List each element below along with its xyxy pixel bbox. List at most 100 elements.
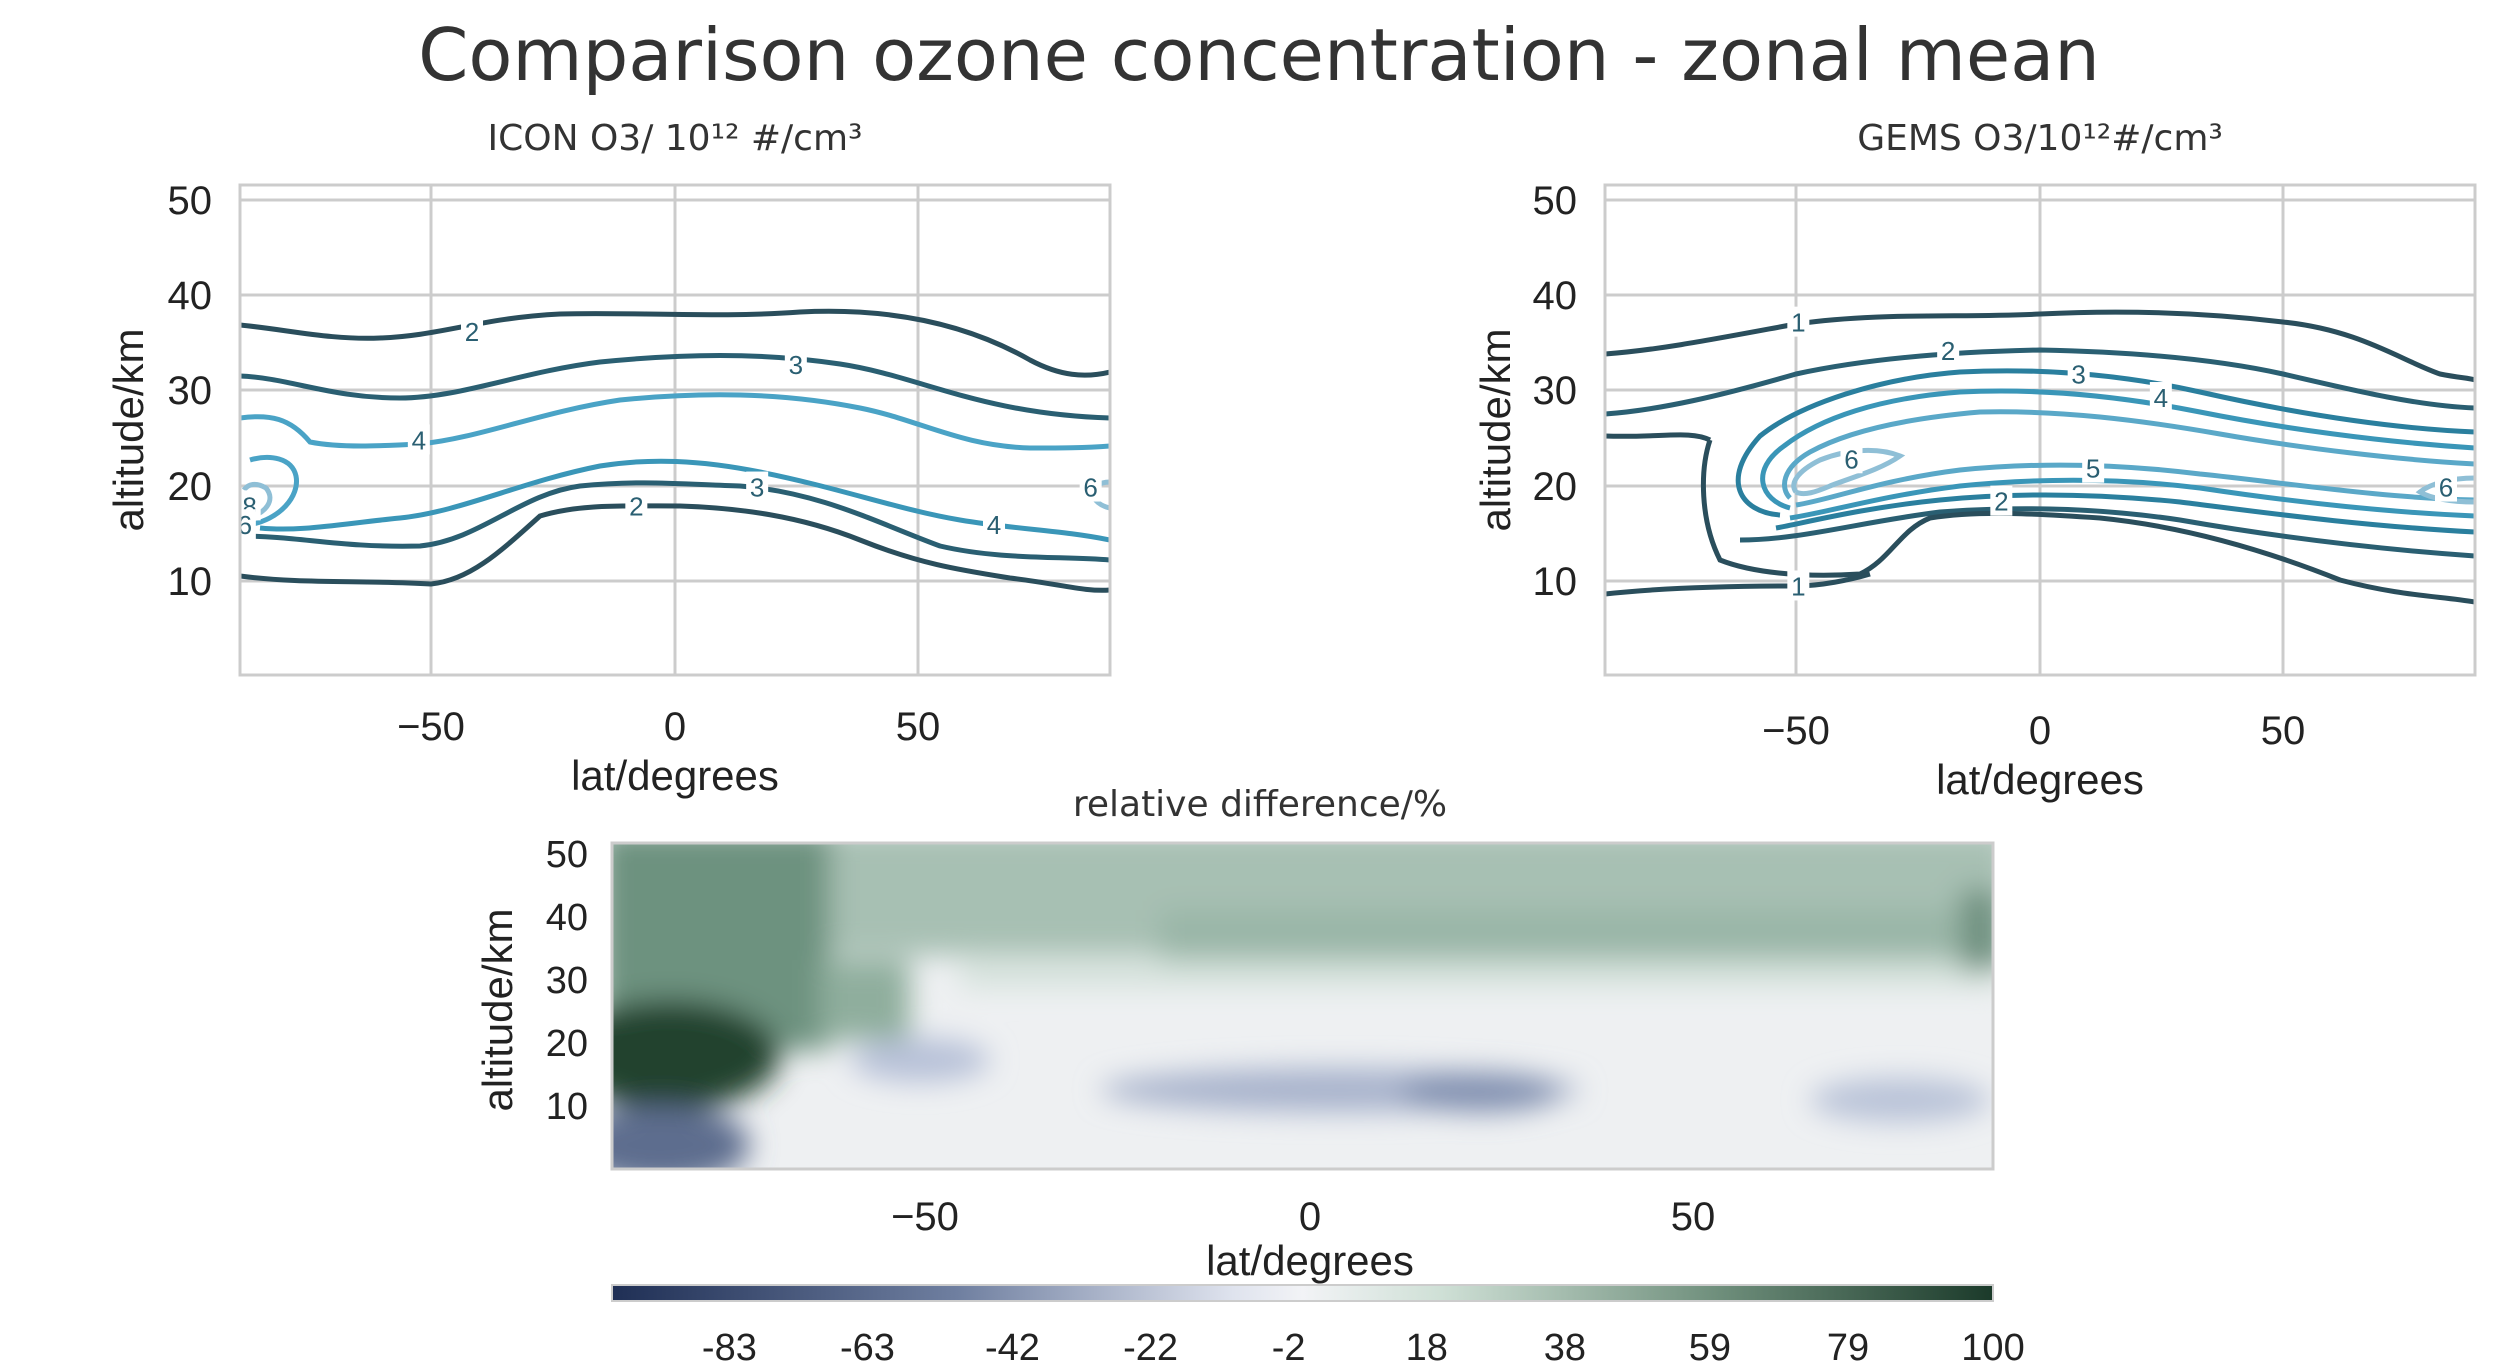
contour-label-bg: [784, 349, 807, 380]
diff-xticks: −50 0 50: [891, 1195, 1715, 1239]
diff-xlabel: lat/degrees: [1206, 1237, 1414, 1284]
contour-label-bg: [1990, 485, 2013, 516]
icon-contour-4-lower: [259, 458, 1110, 543]
colorbar-tick-label: -42: [985, 1327, 1040, 1366]
contour-label: 1: [1791, 308, 1805, 338]
gems-contour-2-lower: [1739, 506, 2475, 559]
gems-contour-6-core: [1791, 447, 1906, 497]
gems-contour-1-upper: [1605, 309, 2475, 383]
diff-heatmap: [612, 843, 1993, 1169]
gems-panel: GEMS O3/10¹²#/cm³ 1 2 3 4: [1472, 118, 2477, 803]
contour-label: 4: [2154, 383, 2168, 413]
colorbar-tick-label: 79: [1827, 1327, 1869, 1366]
gems-ytick: 10: [1533, 560, 1578, 604]
contour-label: 3: [2071, 359, 2085, 389]
colorbar-tick-label: 38: [1544, 1327, 1586, 1366]
gems-ytick: 40: [1533, 274, 1578, 318]
colorbar-ticks: -83 -63 -42 -22 -2 18 38 59 79 100: [702, 1327, 2025, 1366]
contour-label: 6: [1083, 473, 1097, 503]
contour-label: 4: [412, 425, 426, 455]
gems-ytick: 30: [1533, 369, 1578, 413]
icon-ytick: 50: [168, 179, 213, 223]
contour-label-bg: [461, 316, 483, 347]
diff-ytick: 20: [546, 1023, 588, 1065]
icon-ylabel: altitude/km: [105, 328, 152, 531]
contour-label: 2: [465, 317, 479, 347]
gems-contours: [1605, 309, 2475, 605]
gems-contour-labels: 1 2 3 4 6 5 2 1 6: [1787, 306, 2457, 601]
gems-ylabel: altitude/km: [1472, 328, 1519, 531]
icon-contour-3-upper: [240, 353, 1110, 421]
contour-label: 2: [629, 491, 643, 521]
icon-contours: [240, 308, 1110, 593]
contour-label-bg: [407, 424, 430, 455]
contour-label: 3: [789, 350, 803, 380]
icon-xticks: −50 0 50: [397, 705, 940, 749]
gems-xtick: 0: [2029, 709, 2051, 753]
contour-label: 2: [1941, 336, 1955, 366]
icon-grid: [240, 185, 1110, 675]
gems-contour-1-floor: [1605, 571, 1871, 597]
contour-label-bg: [625, 490, 648, 521]
contour-label: 1: [1791, 571, 1805, 601]
diff-ytick: 10: [546, 1086, 588, 1128]
icon-contour-4-upper: [240, 392, 1110, 451]
icon-panel-title: ICON O3/ 10¹² #/cm³: [488, 118, 863, 159]
gems-xlabel: lat/degrees: [1936, 756, 2144, 803]
contour-label-bg: [1079, 471, 1102, 502]
gems-ytick: 20: [1533, 465, 1578, 509]
diff-yticks: 10 20 30 40 50: [546, 834, 588, 1128]
colorbar-tick-label: -83: [702, 1327, 757, 1366]
gems-xtick: 50: [2261, 709, 2306, 753]
contour-label-bg: [746, 471, 769, 502]
contour-label-bg: [1787, 570, 1810, 601]
contour-label: 3: [750, 473, 764, 503]
gems-contour-5-lower: [1795, 462, 2475, 508]
icon-contour-3-lower: [240, 480, 1110, 563]
gems-contour-3-lower: [1775, 492, 2475, 535]
diff-panel-title: relative difference/%: [1073, 784, 1447, 825]
gems-panel-title: GEMS O3/10¹²#/cm³: [1857, 118, 2223, 159]
icon-ytick: 40: [168, 274, 213, 318]
gems-contour-3: [1735, 368, 2475, 518]
diff-xtick: −50: [891, 1195, 959, 1239]
contour-label: 4: [987, 510, 1001, 540]
diff-ytick: 50: [546, 834, 588, 876]
colorbar-tick-label: 59: [1689, 1327, 1731, 1366]
colorbar-gradient: [611, 1284, 1994, 1302]
gems-plot-frame: [1603, 183, 2477, 677]
diff-xtick: 50: [1671, 1195, 1716, 1239]
icon-xtick: 50: [896, 705, 941, 749]
contour-label-bg: [2149, 382, 2172, 413]
gems-contour-5: [1782, 409, 2475, 500]
contour-label: 6: [1844, 444, 1858, 474]
contour-label: 2: [1994, 487, 2008, 517]
icon-contour-2-upper: [240, 308, 1110, 378]
diff-ytick: 30: [546, 960, 588, 1002]
contour-label-bg: [2082, 452, 2105, 483]
colorbar-tick-label: -63: [840, 1327, 895, 1366]
gems-yticks: 10 20 30 40 50: [1533, 179, 1578, 604]
gems-xticks: −50 0 50: [1762, 709, 2305, 753]
contour-label-bg: [2067, 358, 2090, 389]
icon-ytick: 20: [168, 465, 213, 509]
gems-contour-2-upper: [1605, 347, 2475, 417]
icon-ytick: 30: [168, 369, 213, 413]
icon-contour-6-west: [247, 454, 299, 528]
contour-label-bg: [1840, 443, 1863, 474]
diff-ylabel: altitude/km: [474, 908, 521, 1111]
gems-ytick: 50: [1533, 179, 1578, 223]
contour-label-bg: [1787, 306, 1810, 337]
colorbar-tick-label: 18: [1406, 1327, 1448, 1366]
icon-xlabel: lat/degrees: [571, 752, 779, 799]
icon-ytick: 10: [168, 560, 213, 604]
gems-contour-1-west: [1605, 432, 1712, 443]
icon-plot-frame: [238, 183, 1112, 677]
contour-label-bg: [2435, 471, 2457, 502]
icon-contour-2-lower: [240, 503, 1110, 593]
diff-ytick: 40: [546, 897, 588, 939]
colorbar-tick-label: 100: [1961, 1327, 2024, 1366]
diff-xtick: 0: [1299, 1195, 1321, 1239]
